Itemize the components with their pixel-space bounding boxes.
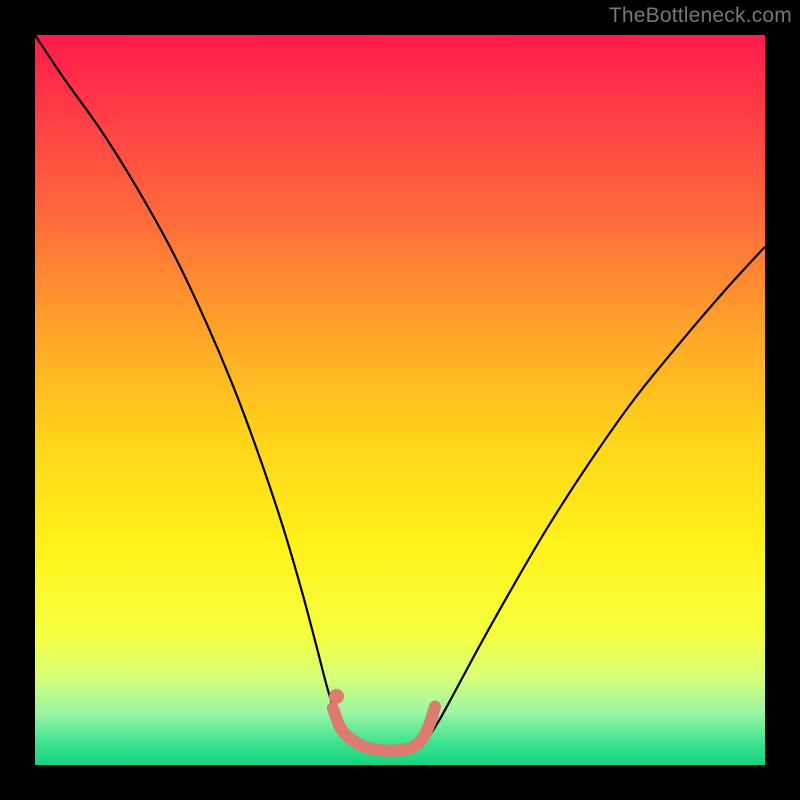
chart-root: TheBottleneck.com: [0, 0, 800, 800]
watermark-text: TheBottleneck.com: [609, 4, 792, 28]
valley-highlight-dot: [329, 689, 344, 704]
plot-background-gradient: [35, 35, 765, 765]
chart-svg: [0, 0, 800, 800]
